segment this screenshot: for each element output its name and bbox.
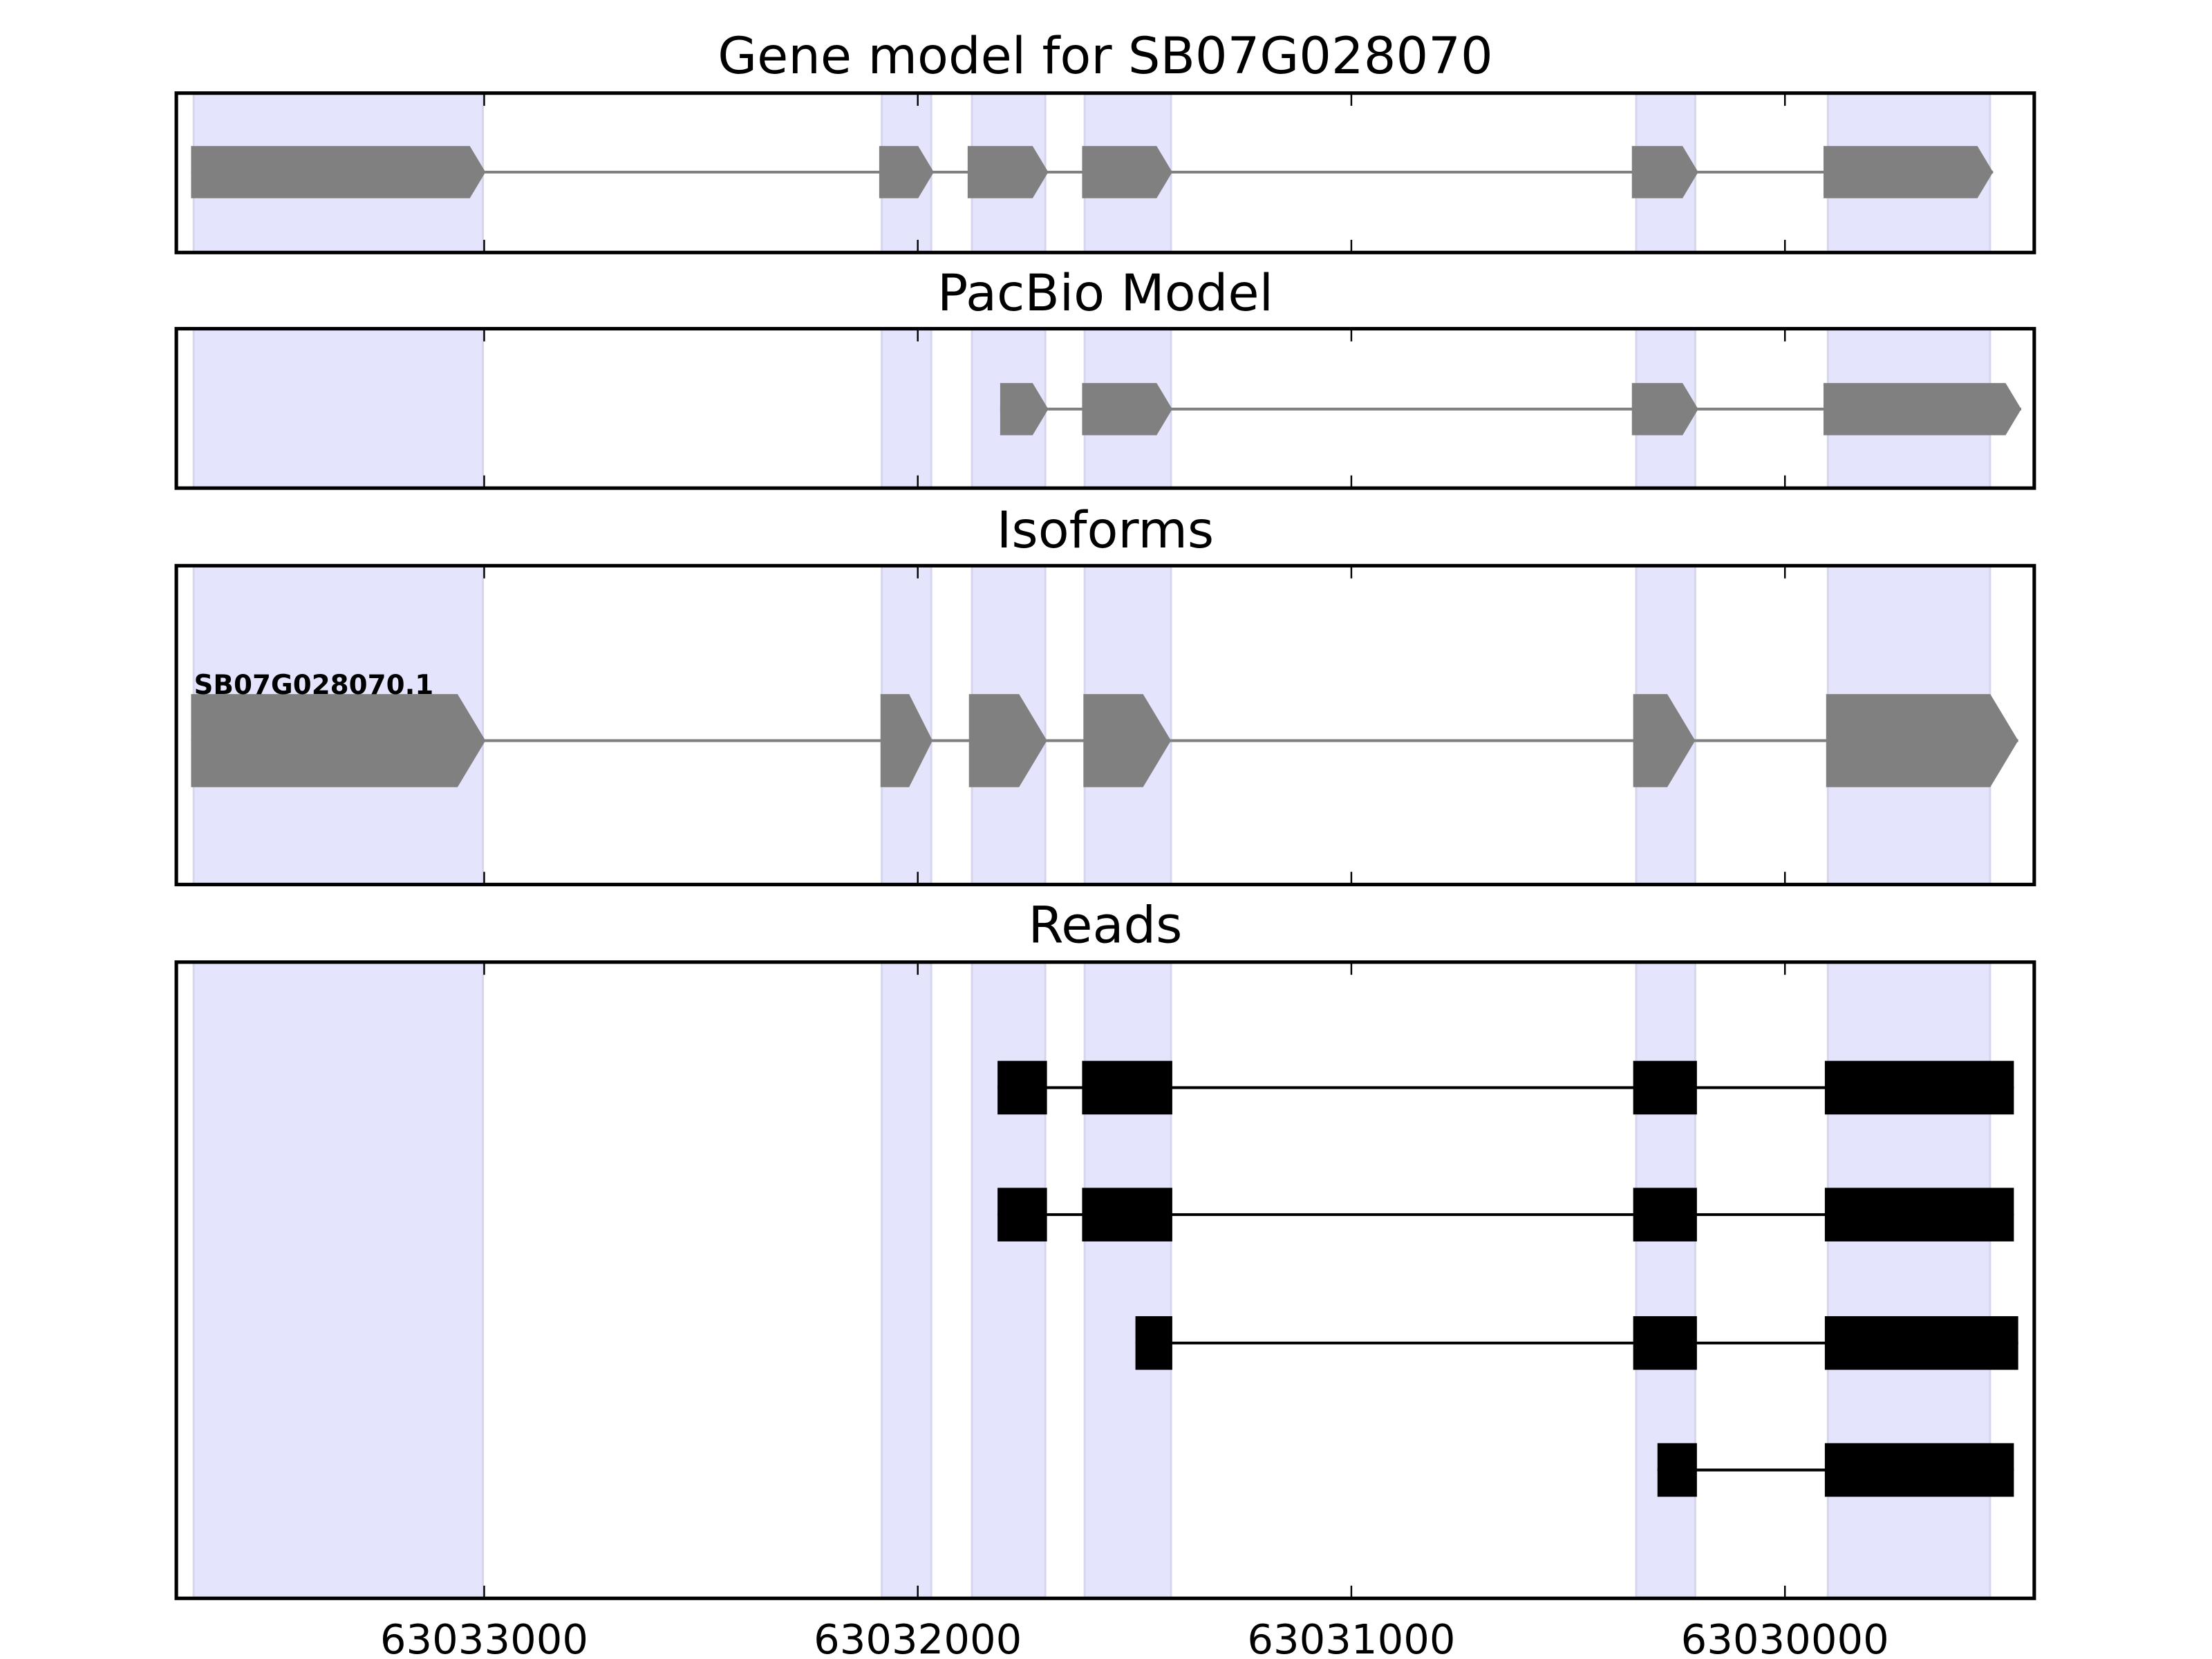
highlight-region <box>1826 961 1991 1600</box>
exon-arrow <box>1631 146 1698 198</box>
transcript-track <box>191 146 1994 198</box>
highlight-region <box>1635 961 1696 1600</box>
panel-title: Gene model for SB07G028070 <box>718 27 1492 86</box>
panel-reads: Reads <box>174 896 2036 1600</box>
panel-frame <box>174 326 2036 490</box>
read-track <box>997 1060 2014 1115</box>
read-exon <box>1135 1316 1172 1370</box>
read-exon <box>997 1060 1047 1115</box>
exon-arrow <box>1000 383 1049 435</box>
panel-isoforms: Isoforms SB07G028070.1 <box>174 501 2036 887</box>
exon-arrow <box>191 146 486 198</box>
exon-arrow <box>1826 694 2018 787</box>
exon-arrow <box>968 694 1047 787</box>
exon-arrow <box>1631 383 1698 435</box>
panel-gene-model-for-sb07g028070: Gene model for SB07G028070 <box>174 27 2036 254</box>
highlight-region <box>881 327 932 489</box>
read-exon <box>1824 1443 2014 1497</box>
read-track <box>1135 1316 2018 1370</box>
exon-arrow <box>1633 694 1696 787</box>
highlight-region <box>192 327 485 489</box>
exon-arrow <box>1083 694 1172 787</box>
highlight-region <box>1083 961 1172 1600</box>
x-tick-label: 63030000 <box>1681 1615 1889 1659</box>
read-exon <box>1824 1188 2014 1241</box>
highlight-region <box>881 961 932 1600</box>
panel-frame <box>174 563 2036 887</box>
read-exon <box>1657 1443 1697 1497</box>
read-track <box>997 1188 2014 1241</box>
transcript-track <box>1000 383 2022 435</box>
read-exon <box>997 1188 1047 1241</box>
read-exon <box>1824 1316 2018 1370</box>
exon-arrow <box>880 694 933 787</box>
read-exon <box>1824 1060 2014 1115</box>
read-exon <box>1633 1060 1697 1115</box>
highlight-region <box>971 961 1047 1600</box>
exon-arrow <box>1824 383 2022 435</box>
read-track <box>1657 1443 2014 1497</box>
read-exon <box>1633 1316 1697 1370</box>
read-exon <box>1082 1188 1172 1241</box>
x-tick-label: 63031000 <box>1247 1615 1455 1659</box>
x-tick-label: 63032000 <box>814 1615 1022 1659</box>
exon-arrow <box>1824 146 1994 198</box>
panel-title: Isoforms <box>997 501 1214 560</box>
exon-arrow <box>967 146 1049 198</box>
read-exon <box>1633 1188 1697 1241</box>
panel-frame <box>174 960 2036 1600</box>
exon-arrow <box>1082 146 1172 198</box>
panel-title: Reads <box>1029 896 1183 955</box>
highlight-region <box>192 961 485 1600</box>
exon-arrow <box>879 146 934 198</box>
isoform-label: SB07G028070.1 <box>194 670 434 701</box>
x-tick-label: 63033000 <box>380 1615 588 1659</box>
panel-title: PacBio Model <box>937 264 1273 323</box>
exon-arrow <box>191 694 486 787</box>
read-exon <box>1082 1060 1172 1115</box>
exon-arrow <box>1082 383 1172 435</box>
panel-frame <box>174 91 2036 254</box>
panel-pacbio-model: PacBio Model <box>174 264 2036 490</box>
transcript-track: SB07G028070.1 <box>191 670 2018 787</box>
